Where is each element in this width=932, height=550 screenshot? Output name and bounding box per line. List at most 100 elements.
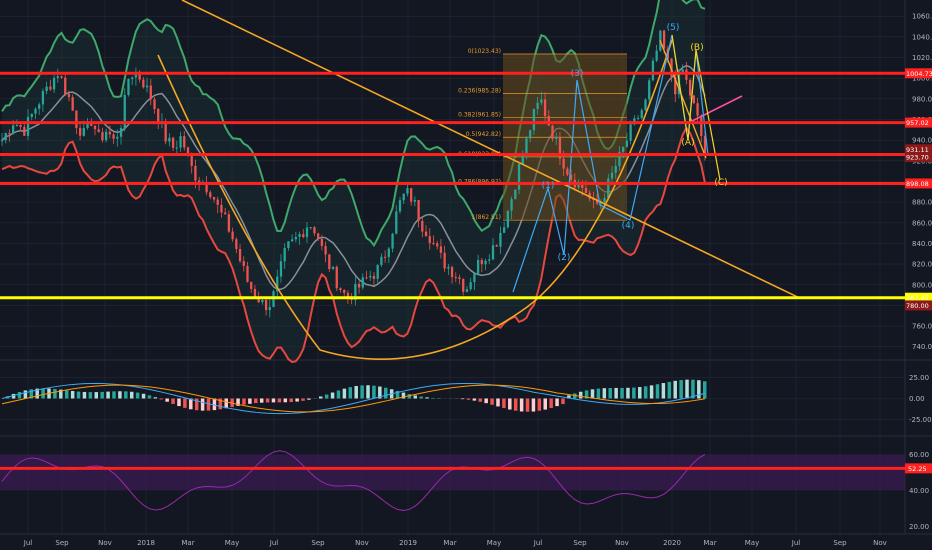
macd-tick-label: 25.00 [909,374,929,382]
candle-body [558,136,562,159]
candle-body [15,125,19,127]
candle-body [224,212,227,215]
candle-body [97,129,100,133]
macd-histogram-bar [94,392,99,399]
candle-body [603,198,606,203]
macd-histogram-bar [301,398,305,401]
macd-histogram-bar [319,396,323,399]
candle-body [662,30,666,49]
candle-body [447,267,450,269]
candle-body [555,136,558,139]
rsi-tick-label: 20.00 [909,523,929,531]
candle-body [640,110,643,119]
candle-body [235,239,238,250]
candle-body [696,103,699,116]
macd-histogram-bar [64,390,69,399]
candle-body [346,292,350,297]
macd-histogram-bar [425,397,429,399]
macd-histogram-bar [177,398,181,407]
macd-histogram-bar [407,394,412,399]
macd-histogram-bar [100,391,104,399]
candle-body [279,261,283,277]
wave-label: (5) [667,23,680,33]
candle-body [38,104,41,109]
candle-body [164,121,167,142]
macd-histogram-bar [23,390,28,399]
candle-body [75,110,78,128]
candle-body [547,116,550,126]
cup-arc-curve [157,39,673,360]
price-tick-label: 980.00 [912,95,932,103]
candle-body [592,198,595,201]
candle-body [60,76,63,78]
macd-histogram-bar [277,398,282,403]
time-tick-label: May [487,539,501,547]
macd-histogram-bar [183,398,187,408]
macd-histogram-bar [218,398,223,410]
candle-body [19,125,22,127]
macd-histogram-bar [372,385,376,399]
wave-label: (2) [558,253,571,263]
candle-body [443,252,446,269]
macd-histogram-bar [655,384,660,399]
candle-body [242,261,245,266]
candle-body [264,299,268,311]
candle-body [186,147,190,156]
candle-body [157,109,160,124]
candle-body [428,236,431,244]
candle-body [674,77,677,95]
macd-histogram-bar [573,393,577,399]
price-tick-label: 1060.00 [912,13,932,21]
candle-body [648,80,651,100]
candle-body [517,164,521,190]
candle-body [510,199,513,211]
candle-body [227,214,231,232]
candle-body [67,94,71,98]
macd-histogram-bar [360,385,364,399]
candle-body [495,245,498,247]
macd-histogram-bar [324,394,329,399]
macd-histogram-bar [82,391,87,399]
candle-body [86,121,89,129]
candle-body [298,234,301,237]
price-tick-label: 820.00 [912,261,932,269]
candle-body [153,99,156,110]
candle-body [145,85,149,88]
time-tick-label: Mar [181,539,194,547]
candle-body [8,133,11,135]
candle-body [502,227,506,233]
macd-histogram-bar [70,391,75,399]
candle-body [171,137,175,148]
price-tick-label: 860.00 [912,219,932,227]
candle-body [250,281,253,289]
macd-histogram-bar [29,389,34,399]
candle-body [343,290,346,293]
fib-level-label: 0(1023.43) [468,48,501,55]
price-badge [905,300,932,311]
time-tick-label: Sep [311,539,325,547]
macd-histogram-bar [348,387,353,399]
rsi-level-label: 52.25 [908,465,927,473]
candle-body [439,246,443,253]
macd-histogram-bar [88,392,93,399]
candle-body [246,265,249,282]
candle-body [543,99,547,117]
wave-label: (1) [542,181,555,191]
macd-histogram-bar [53,388,57,399]
macd-histogram-bar [632,387,636,399]
wave-label: (4) [622,221,635,231]
wave-label: (B) [690,43,703,53]
macd-histogram-bar [118,391,122,399]
candle-body [413,199,417,202]
macd-histogram-bar [283,398,288,403]
macd-histogram-bar [224,398,228,409]
macd-histogram-bar [525,398,530,412]
candle-body [514,189,517,200]
price-badge [905,151,932,162]
candle-body [372,275,376,279]
macd-histogram-bar [602,388,607,399]
candle-body [629,124,632,141]
corrective-wave-path [671,34,721,181]
macd-histogram-bar [419,396,423,399]
